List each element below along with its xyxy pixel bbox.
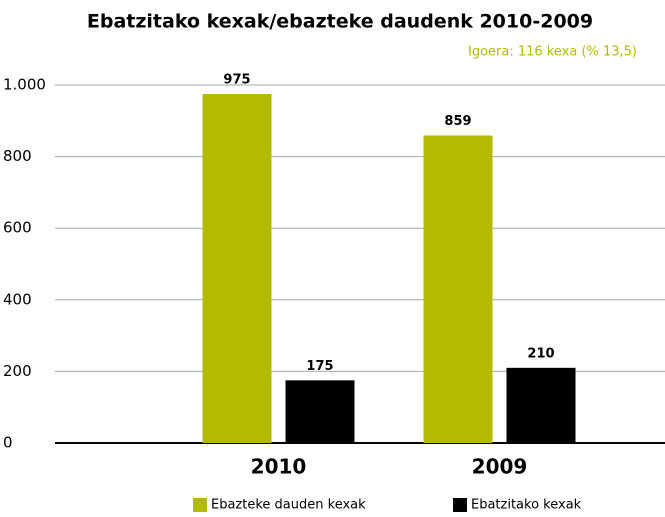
y-tick-label: 200 [3, 362, 32, 380]
legend-label: Ebazteke dauden kexak [211, 498, 366, 513]
bar [423, 135, 493, 443]
y-tick-label: 400 [3, 290, 32, 308]
chart-title: Ebatzitako kexak/ebazteke daudenk 2010-2… [87, 11, 593, 33]
data-label: 175 [306, 359, 333, 374]
y-tick-label: 800 [3, 147, 32, 165]
bar [506, 367, 576, 443]
bar [202, 93, 272, 443]
data-label: 859 [444, 114, 471, 129]
annotation: Igoera: 116 kexa (% 13,5) [468, 45, 637, 60]
x-tick-label: 2009 [472, 455, 528, 479]
y-tick-label: 1.000 [3, 76, 46, 94]
legend-label: Ebatzitako kexak [471, 498, 582, 513]
y-tick-label: 0 [3, 434, 13, 452]
y-tick-label: 600 [3, 219, 32, 237]
legend-swatch [193, 498, 207, 512]
legend-swatch [453, 498, 467, 512]
data-label: 210 [527, 346, 554, 361]
bar [285, 380, 355, 443]
x-tick-label: 2010 [251, 455, 307, 479]
data-label: 975 [223, 72, 250, 87]
